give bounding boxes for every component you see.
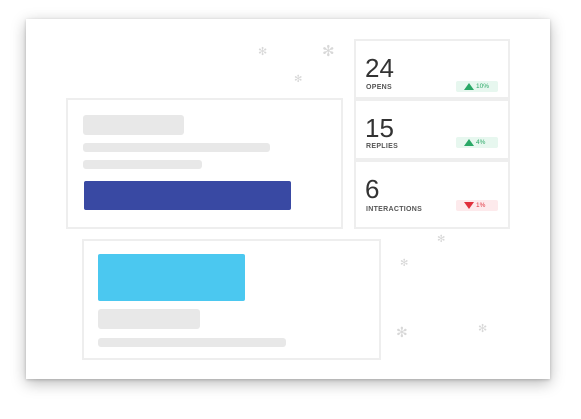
trend-badge: 10%	[456, 81, 498, 92]
trend-change: 1%	[476, 202, 486, 209]
content-panel-secondary	[82, 239, 381, 360]
decorative-flake-icon: ✻	[258, 46, 268, 58]
stat-label: INTERACTIONS	[366, 206, 423, 213]
trend-change: 10%	[476, 83, 490, 90]
secondary-action-button[interactable]	[98, 254, 245, 301]
trend-badge: 4%	[456, 137, 498, 148]
stat-card-interactions: 6 INTERACTIONS 1%	[354, 160, 510, 229]
dashboard-card: 24 OPENS 10% 15 REPLIES 4% 6 INTERACTION…	[26, 19, 550, 379]
trend-up-icon	[464, 139, 474, 146]
trend-down-icon	[464, 202, 474, 209]
stat-label: REPLIES	[366, 143, 399, 150]
placeholder-title	[83, 115, 184, 135]
decorative-flake-icon: ✻	[322, 43, 335, 60]
stat-label: OPENS	[366, 84, 393, 91]
stat-value: 24	[365, 53, 394, 83]
primary-action-button[interactable]	[84, 181, 291, 210]
placeholder-title	[98, 309, 200, 329]
content-panel-primary	[66, 98, 343, 229]
decorative-flake-icon: ✻	[400, 258, 409, 269]
trend-change: 4%	[476, 139, 486, 146]
placeholder-line	[83, 160, 202, 169]
decorative-flake-icon: ✻	[437, 234, 446, 245]
trend-up-icon	[464, 83, 474, 90]
stat-card-opens: 24 OPENS 10%	[354, 39, 510, 99]
placeholder-line	[83, 143, 270, 152]
stat-value: 15	[365, 113, 394, 143]
decorative-flake-icon: ✻	[478, 323, 488, 335]
decorative-flake-icon: ✻	[294, 74, 303, 85]
decorative-flake-icon: ✻	[396, 324, 408, 340]
placeholder-line	[98, 338, 286, 347]
stat-value: 6	[365, 174, 380, 204]
stat-card-replies: 15 REPLIES 4%	[354, 99, 510, 160]
trend-badge: 1%	[456, 200, 498, 211]
